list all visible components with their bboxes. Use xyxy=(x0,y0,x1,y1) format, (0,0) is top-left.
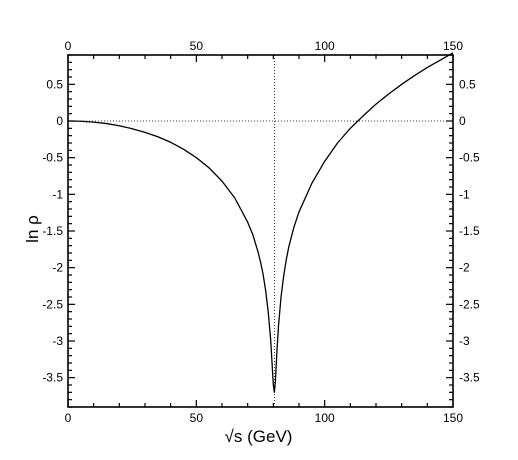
tick-marks xyxy=(67,54,454,408)
y-tick-label-right: -1 xyxy=(459,187,470,201)
y-tick-label-right: -1.5 xyxy=(459,224,480,238)
x-axis-title: √s (GeV) xyxy=(225,427,293,446)
x-tick-label-bottom: 150 xyxy=(443,411,463,425)
y-tick-label-left: 0 xyxy=(56,114,63,128)
x-tick-label-top: 100 xyxy=(315,39,335,53)
y-tick-label-right: 0.5 xyxy=(459,77,476,91)
series-group xyxy=(67,52,454,393)
y-axis-title: ln ρ xyxy=(23,215,42,243)
y-tick-label-right: -0.5 xyxy=(459,151,480,165)
reference-lines xyxy=(68,55,453,407)
y-tick-label-left: -2 xyxy=(52,261,63,275)
y-tick-label-left: -2.5 xyxy=(42,297,63,311)
x-tick-label-bottom: 0 xyxy=(65,411,72,425)
y-tick-label-right: -3 xyxy=(459,334,470,348)
y-tick-label-left: -1.5 xyxy=(42,224,63,238)
y-tick-label-left: -0.5 xyxy=(42,151,63,165)
plot-frame xyxy=(67,54,454,408)
x-tick-label-top: 150 xyxy=(443,39,463,53)
x-tick-label-bottom: 100 xyxy=(315,411,335,425)
x-tick-label-bottom: 50 xyxy=(190,411,204,425)
y-tick-label-left: -3.5 xyxy=(42,371,63,385)
y-tick-label-left: 0.5 xyxy=(46,77,63,91)
x-tick-label-top: 0 xyxy=(65,39,72,53)
y-tick-label-left: -3 xyxy=(52,334,63,348)
y-tick-label-right: -2.5 xyxy=(459,297,480,311)
tick-labels: 0 0 50 50 100 100 150 150 0.5 0.5 0 0 -0.5 -0.5 -1 -1 -1… xyxy=(42,39,480,425)
y-tick-label-right: 0 xyxy=(459,114,466,128)
x-tick-label-top: 50 xyxy=(190,39,204,53)
series-line-0 xyxy=(67,52,454,393)
y-tick-label-left: -1 xyxy=(52,187,63,201)
y-tick-label-right: -3.5 xyxy=(459,371,480,385)
y-tick-label-right: -2 xyxy=(459,261,470,275)
